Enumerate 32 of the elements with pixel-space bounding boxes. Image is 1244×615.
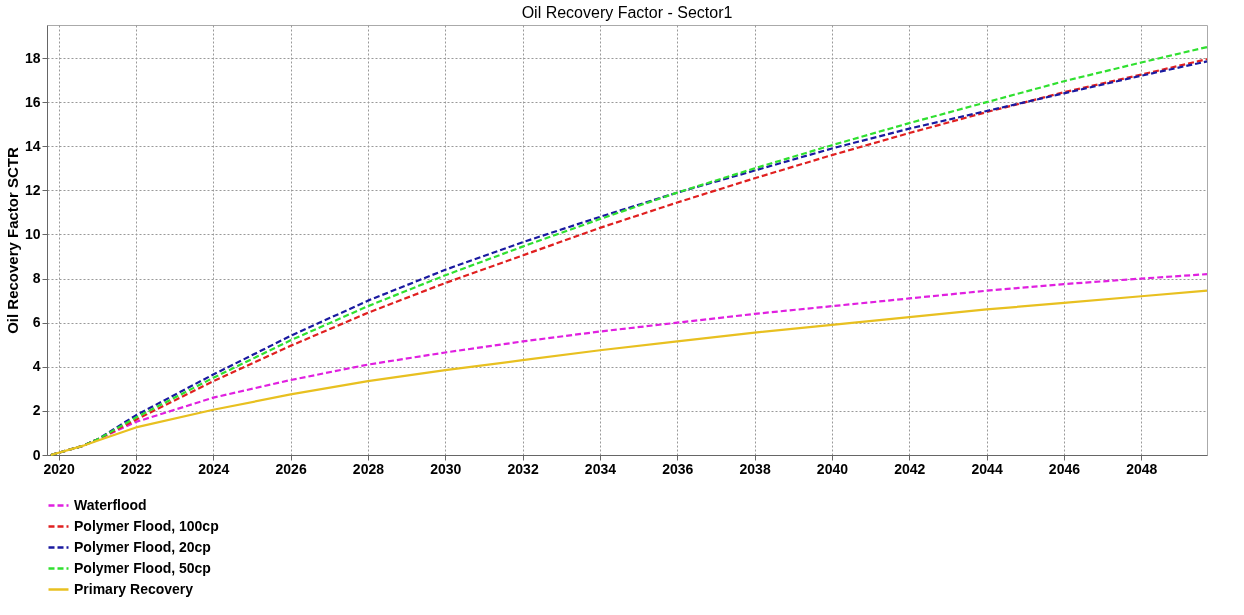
x-tick-label: 2034	[584, 460, 617, 477]
y-tick-label: 4	[32, 358, 41, 375]
x-tick-label: 2032	[507, 460, 539, 477]
y-tick-label: 6	[32, 314, 41, 331]
x-tick-label: 2036	[662, 460, 694, 477]
x-tick-label: 2046	[1048, 460, 1081, 477]
x-tick-label: 2040	[816, 460, 849, 477]
y-tick-label: 2	[32, 402, 41, 419]
x-tick-label: 2044	[971, 460, 1003, 477]
x-tick-label: 2026	[275, 460, 307, 477]
y-axis-title: Oil Recovery Factor SCTR	[3, 146, 21, 334]
y-tick-label: 0	[32, 446, 41, 463]
x-tick-label: 2020	[43, 460, 75, 477]
x-tick-label: 2022	[120, 460, 153, 477]
x-tick-label: 2048	[1126, 460, 1158, 477]
y-tick-label: 12	[24, 181, 41, 198]
y-tick-label: 16	[24, 93, 41, 110]
y-tick-label: 18	[24, 49, 41, 66]
y-tick-label: 8	[32, 270, 41, 287]
x-tick-label: 2038	[739, 460, 771, 477]
x-tick-label: 2028	[352, 460, 385, 477]
x-tick-label: 2024	[198, 460, 230, 477]
legend-label: Polymer Flood, 20cp	[74, 538, 211, 555]
legend-label: Polymer Flood, 50cp	[74, 559, 211, 576]
y-tick-label: 14	[24, 137, 41, 154]
x-tick-label: 2042	[894, 460, 926, 477]
chart-title: Oil Recovery Factor - Sector1	[521, 4, 733, 21]
legend-label: Waterflood	[74, 496, 147, 513]
x-tick-label: 2030	[430, 460, 462, 477]
y-tick-label: 10	[24, 225, 41, 242]
legend-label: Primary Recovery	[74, 580, 194, 597]
legend-label: Polymer Flood, 100cp	[74, 517, 219, 534]
